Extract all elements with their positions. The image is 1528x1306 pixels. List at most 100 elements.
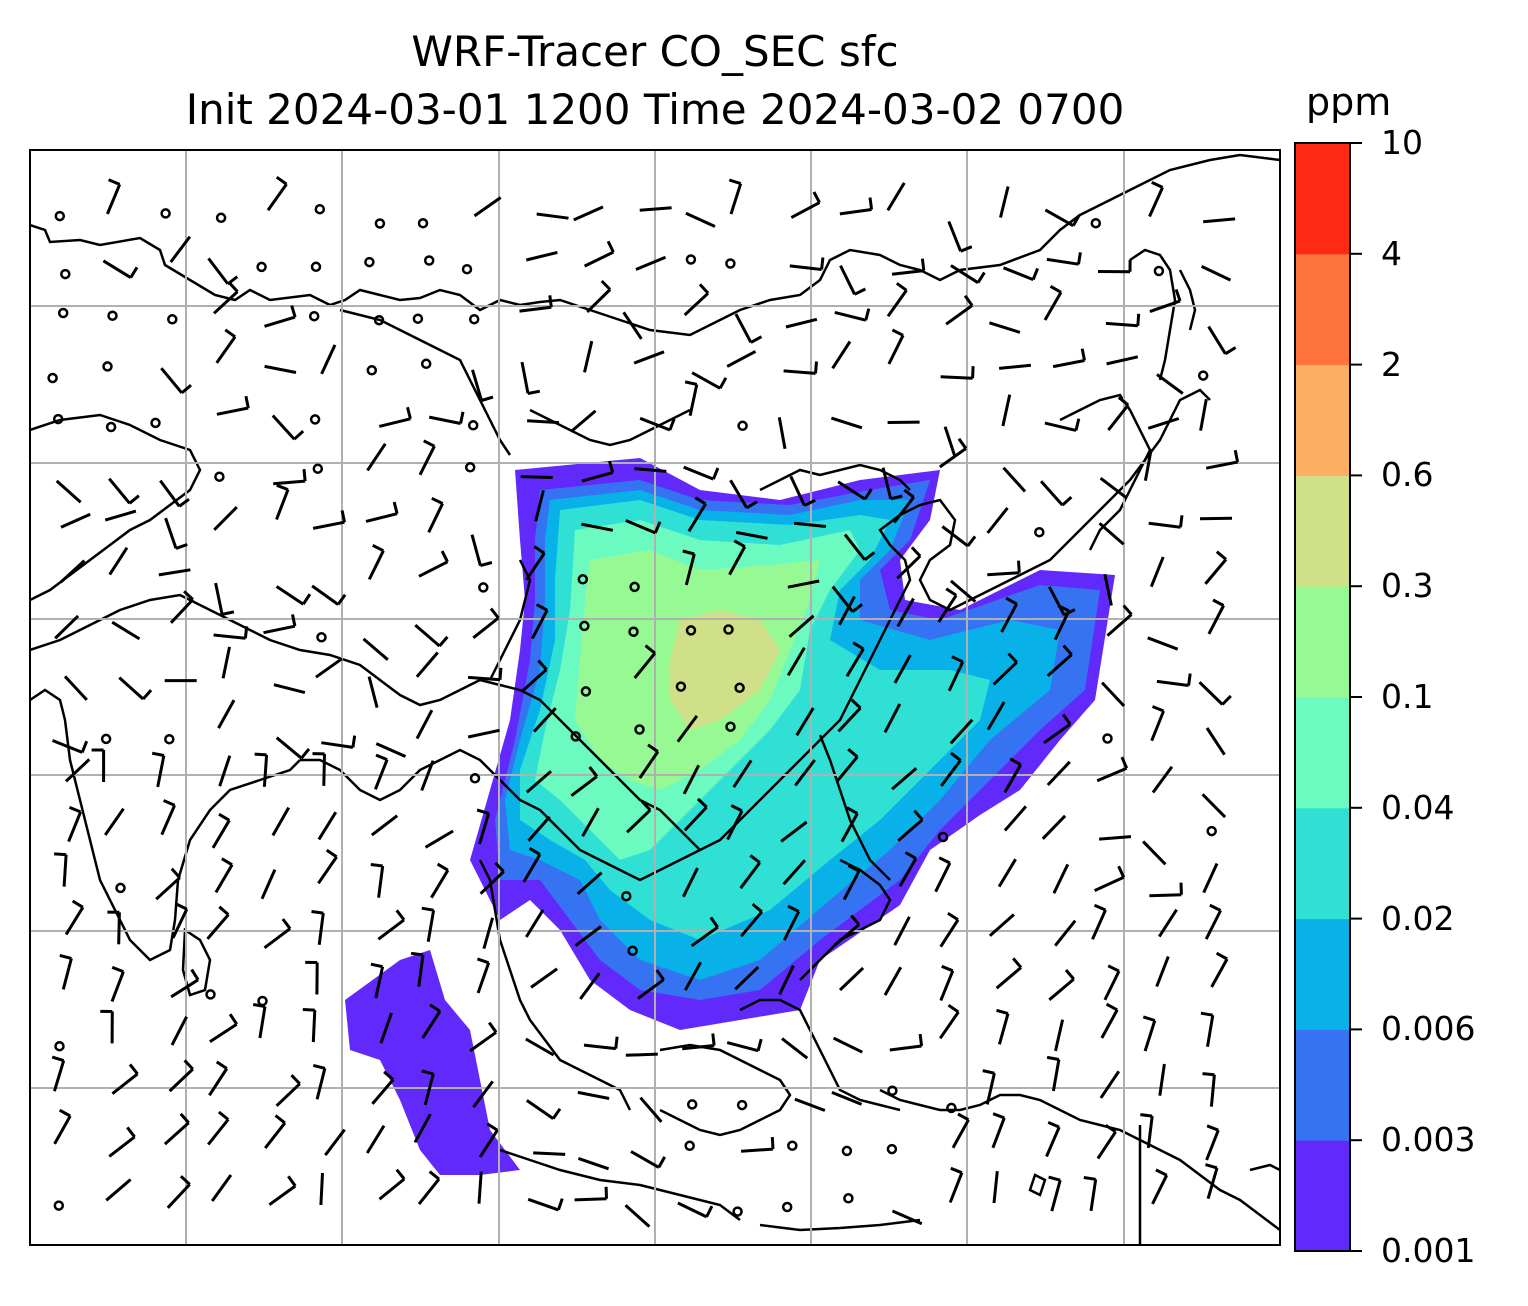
wind-barb [635,255,667,271]
wind-barb [1098,835,1132,841]
calm-wind-marker [787,1140,798,1151]
wind-barb [637,969,665,1000]
wind-barb [1149,556,1165,588]
wind-barb [625,1052,658,1057]
wind-barb [478,1122,499,1158]
wind-barb [60,512,91,529]
wind-barb [1103,573,1113,606]
calm-wind-marker [164,733,175,745]
colorbar-tick-label: 10 [1381,123,1423,162]
calm-wind-marker [634,724,645,735]
wind-barb [214,857,234,894]
wind-barb [570,765,599,797]
wind-barb [996,1008,1010,1045]
wind-barb [467,728,500,739]
wind-barb [1151,765,1174,794]
wind-barb [525,770,552,794]
wind-barb [216,395,250,416]
wind-barb [840,806,859,843]
wind-barb [166,1175,191,1209]
wind-barb [734,966,760,991]
wind-barb [886,182,906,212]
wind-barb [682,1033,716,1051]
wind-barb [311,584,347,606]
calm-wind-marker [580,686,592,697]
wind-barb [896,597,915,628]
wind-barb [683,961,703,991]
colorbar-tick-label: 0.1 [1381,677,1434,716]
wind-barb [311,910,325,945]
calm-wind-marker [57,307,69,319]
wind-barb [893,488,915,524]
wind-barb [685,211,716,228]
wind-barb [467,667,503,682]
wind-barb [839,197,874,216]
wind-barb [734,313,763,344]
wind-barb [414,623,449,648]
calm-wind-marker [1090,217,1102,229]
calm-wind-marker [734,682,745,694]
wind-barb [266,175,288,212]
wind-barb [1203,217,1236,224]
wind-barb [169,590,194,624]
wind-barb [367,544,385,581]
wind-barb [1046,1055,1061,1092]
wind-barb [207,257,239,286]
wind-barb [415,651,439,678]
colorbar-tick-label: 0.001 [1381,1231,1476,1270]
calm-wind-marker [100,733,112,745]
wind-barb [891,767,918,791]
wind-barb [105,1178,132,1202]
calm-wind-marker [621,890,632,902]
wind-barb [207,1110,230,1146]
wind-barb [1053,604,1071,641]
calm-wind-marker [150,417,161,429]
calm-wind-marker [946,1102,957,1114]
calm-wind-marker [102,361,113,372]
wind-barb [934,856,952,893]
calm-wind-marker [469,773,481,784]
calm-wind-marker [570,731,581,742]
wind-barb [581,807,600,837]
wind-barb [576,871,603,896]
wind-barb [532,707,557,733]
wind-barb [682,549,696,586]
wind-barb [837,480,873,501]
wind-barb [891,258,926,276]
wind-barb [1046,760,1071,787]
gridlines [30,150,1280,1245]
calm-wind-marker [461,263,473,275]
wind-barb [1205,1163,1219,1200]
wind-barb [472,1080,494,1108]
wind-barb [213,506,238,531]
wind-barb [217,699,236,729]
calm-wind-marker [160,208,171,219]
calm-wind-marker [577,574,589,585]
wind-barb [106,178,122,215]
calm-wind-marker [737,420,748,432]
calm-wind-marker [47,372,58,384]
wind-barb [1096,756,1129,783]
wind-barb [374,753,389,790]
wind-barb [1106,604,1133,637]
wind-barb [312,510,346,530]
wind-barb [479,861,505,895]
wind-barb [370,962,385,999]
wind-barb [831,340,852,370]
wind-barb [1048,969,1075,1001]
wind-barb [833,914,861,947]
calm-wind-marker [686,1099,698,1110]
wind-barb [682,764,701,795]
wind-barb [1204,903,1222,940]
calm-wind-marker [1197,370,1209,381]
wind-barb [527,419,560,425]
wind-barb [883,703,902,733]
wind-barb [254,752,269,787]
wind-barb [787,579,820,589]
calm-wind-marker [316,632,327,643]
wind-barb [630,1150,667,1169]
wind-barb [111,620,141,641]
wind-barb [782,859,807,886]
wind-barb [834,308,871,322]
wind-barb [887,328,905,365]
